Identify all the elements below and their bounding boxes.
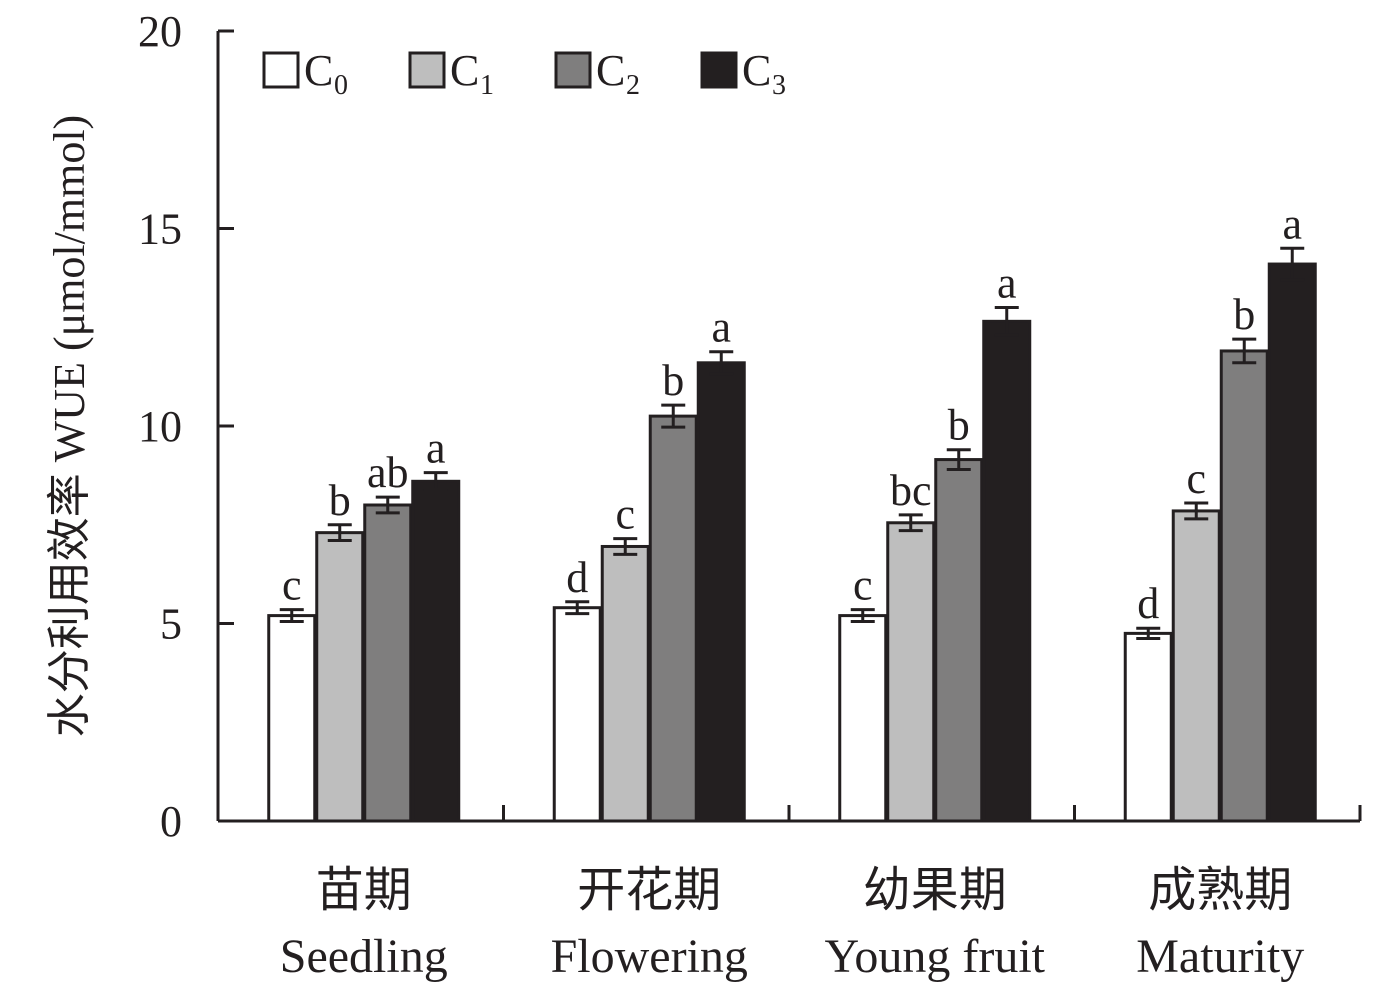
bar bbox=[1219, 349, 1269, 823]
significance-letter: a bbox=[1282, 199, 1302, 248]
significance-letter: c bbox=[282, 561, 302, 610]
legend-label-subscript: 0 bbox=[334, 70, 348, 101]
significance-letter: d bbox=[566, 553, 588, 602]
y-axis-label: 水分利用效率 WUE (μmol/mmol) bbox=[45, 115, 94, 737]
legend-label-subscript: 2 bbox=[626, 70, 640, 101]
bar bbox=[363, 503, 413, 823]
significance-letter: a bbox=[426, 424, 446, 473]
legend-swatch bbox=[554, 51, 592, 89]
bar bbox=[648, 414, 698, 823]
legend-label: C bbox=[304, 46, 333, 95]
y-tick-label: 15 bbox=[138, 205, 182, 254]
significance-letter: b bbox=[948, 401, 970, 450]
y-tick-label: 0 bbox=[160, 797, 182, 846]
x-category-label-zh: 成熟期 bbox=[1148, 864, 1292, 917]
bar bbox=[1123, 631, 1173, 823]
x-category-label-zh: 苗期 bbox=[316, 864, 412, 917]
bar bbox=[1171, 509, 1221, 823]
significance-letter: c bbox=[615, 490, 635, 539]
significance-letter: c bbox=[853, 561, 873, 610]
bar bbox=[600, 544, 650, 823]
bar bbox=[838, 614, 888, 823]
significance-letter: ab bbox=[367, 448, 409, 497]
bar bbox=[411, 479, 461, 823]
legend-swatch bbox=[262, 51, 300, 89]
bar bbox=[552, 606, 602, 823]
bar bbox=[267, 614, 317, 823]
significance-letter: b bbox=[329, 476, 351, 525]
x-category-label-zh: 开花期 bbox=[577, 864, 721, 917]
legend-label: C bbox=[596, 46, 625, 95]
bars-layer bbox=[267, 246, 1317, 823]
legend-label-subscript: 3 bbox=[772, 70, 786, 101]
significance-letter: c bbox=[1186, 454, 1206, 503]
y-tick-label: 5 bbox=[160, 600, 182, 649]
x-category-label-en: Young fruit bbox=[825, 930, 1046, 983]
legend-label-subscript: 1 bbox=[480, 70, 494, 101]
bar bbox=[886, 521, 936, 823]
legend-swatch bbox=[700, 51, 738, 89]
x-category-label-en: Flowering bbox=[551, 930, 748, 983]
significance-letter: a bbox=[711, 303, 731, 352]
bar bbox=[982, 319, 1032, 823]
bar bbox=[315, 531, 365, 823]
legend-label: C bbox=[450, 46, 479, 95]
significance-letter: b bbox=[662, 356, 684, 405]
bar bbox=[1267, 262, 1317, 823]
y-tick-label: 10 bbox=[138, 402, 182, 451]
significance-letter: a bbox=[997, 259, 1017, 308]
y-tick-label: 20 bbox=[138, 7, 182, 56]
bar bbox=[696, 361, 746, 823]
legend-swatch bbox=[408, 51, 446, 89]
significance-letter: b bbox=[1233, 290, 1255, 339]
legend-label: C bbox=[742, 46, 771, 95]
significance-letter: bc bbox=[890, 466, 932, 515]
x-category-label-en: Maturity bbox=[1136, 930, 1304, 983]
bar bbox=[934, 458, 984, 823]
x-category-label-zh: 幼果期 bbox=[863, 864, 1007, 917]
x-category-label-en: Seedling bbox=[280, 930, 448, 983]
significance-letter: d bbox=[1137, 579, 1159, 628]
